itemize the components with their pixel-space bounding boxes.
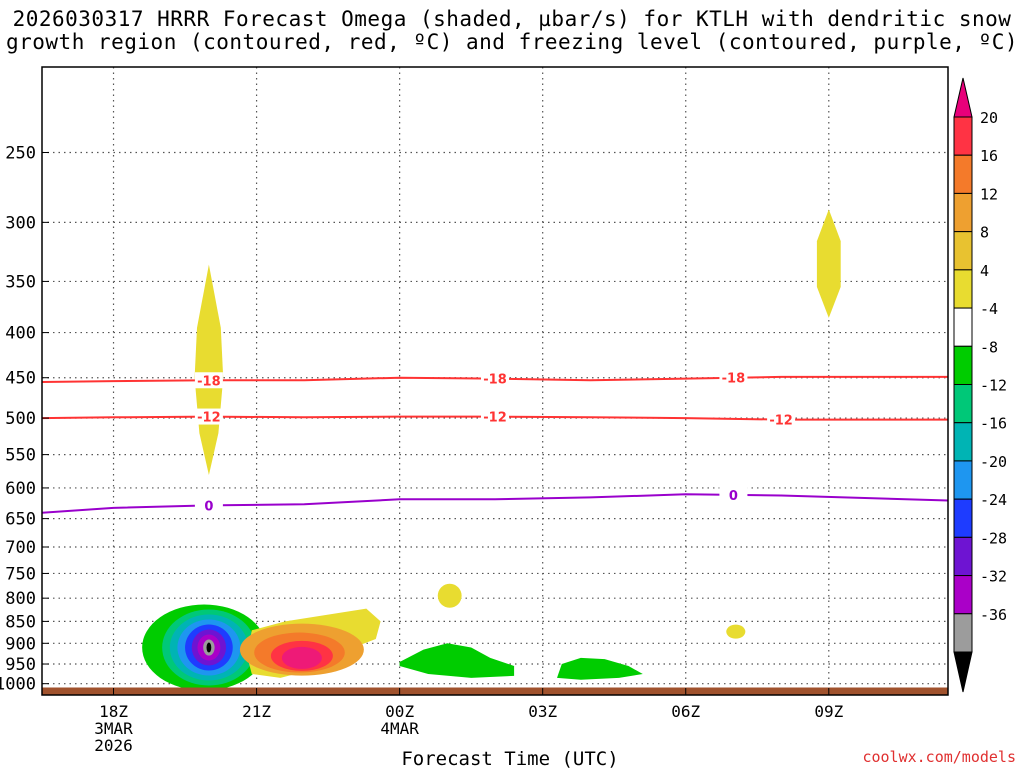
dendritic-minus18-label-bg-0: [194, 372, 223, 389]
colorbar-band-13: [953, 613, 973, 653]
y-tick-label-400: 400: [5, 324, 36, 344]
y-tick-label-950: 950: [5, 655, 36, 675]
colorbar-band-9: [953, 460, 973, 500]
y-tick-label-300: 300: [5, 213, 36, 233]
colorbar-label-9: -20: [980, 453, 1007, 471]
contour-lines: -18 -18 -18 -12 -12 -12 0 0: [42, 369, 948, 514]
freezing-level-0-label-bg-0: [194, 497, 223, 514]
colorbar-label-0: 20: [980, 109, 998, 127]
colorbar-band-7: [953, 384, 973, 424]
colorbar-band-11: [953, 536, 973, 577]
colorbar-label-5: -4: [980, 300, 998, 318]
colorbar-label-6: -8: [980, 338, 998, 356]
x-tick-label-18Z-0: 18Z: [99, 702, 128, 721]
y-tick-label-450: 450: [5, 369, 36, 389]
colorbar-label-3: 8: [980, 224, 989, 242]
colorbar-label-12: -32: [980, 568, 1007, 586]
y-tick-label-600: 600: [5, 479, 36, 499]
chart-title-line-1: 2026030317 HRRR Forecast Omega (shaded, …: [12, 7, 1012, 31]
x-tick-label-18Z-1: 3MAR: [94, 719, 133, 738]
colorbar-label-7: -12: [980, 377, 1007, 395]
y-tick-label-850: 850: [5, 612, 36, 632]
colorbar-band-3: [953, 231, 973, 271]
x-tick-label-00Z-0: 00Z: [385, 702, 414, 721]
colorbar-label-13: -36: [980, 606, 1007, 624]
dendritic-minus18-label-0: -18: [197, 374, 221, 389]
dendritic-minus12-line: [42, 415, 948, 421]
omega-cirrus-09z: [816, 209, 841, 318]
y-tick-label-550: 550: [5, 446, 36, 466]
x-tick-label-03Z-0: 03Z: [528, 702, 557, 721]
dendritic-minus18-label-bg-1: [481, 370, 509, 387]
ground-strip: [42, 687, 948, 695]
y-tick-label-800: 800: [5, 589, 36, 609]
y-tick-label-1000: 1000: [0, 675, 36, 695]
x-tick-label-21Z-0: 21Z: [242, 702, 271, 721]
chart-title-line-2: growth region (contoured, red, ºC) and f…: [5, 30, 1019, 54]
x-tick-label-00Z-1: 4MAR: [380, 719, 419, 738]
dendritic-minus12-label-bg-1: [481, 408, 509, 425]
omega-small-07z: [726, 624, 746, 639]
colorbar-label-4: 4: [980, 262, 989, 280]
chart-title: 2026030317 HRRR Forecast Omega (shaded, …: [0, 8, 1024, 54]
y-tick-label-750: 750: [5, 564, 36, 584]
dendritic-minus18-label-1: -18: [483, 373, 507, 388]
colorbar: 20 16 12 8 4 -4 -8 -12 -16 -20 -24 -28 -32 -36: [953, 77, 1007, 693]
colorbar-band-8: [953, 422, 973, 462]
plot-frame: [41, 66, 949, 696]
x-tick-label-09Z-0: 09Z: [814, 702, 843, 721]
colorbar-bottom-arrow: [953, 651, 973, 693]
colorbar-label-10: -24: [980, 491, 1007, 509]
colorbar-band-10: [953, 498, 973, 538]
colorbar-label-11: -28: [980, 529, 1007, 547]
dendritic-minus12-label-0: -12: [197, 411, 221, 426]
x-tick-label-06Z-0: 06Z: [671, 702, 700, 721]
omega-sink-magenta: [281, 646, 322, 669]
colorbar-band-6: [953, 345, 973, 385]
grid-lines: [42, 67, 948, 695]
colorbar-band-4: [953, 269, 973, 309]
freezing-level-0-label-0: 0: [204, 499, 213, 514]
omega-small-01z: [437, 583, 462, 608]
freezing-level-0-label-bg-1: [719, 486, 748, 503]
dendritic-minus12-label-1: -12: [483, 411, 507, 426]
y-axis: 2503003504004505005506006507007508008509…: [0, 143, 49, 695]
colorbar-band-5: [953, 307, 973, 347]
colorbar-band-2: [953, 192, 973, 233]
x-tick-label-18Z-2: 2026: [94, 736, 133, 755]
colorbar-band-12: [953, 575, 973, 615]
omega-core-black: [206, 642, 212, 653]
dendritic-minus18-label-bg-2: [719, 369, 748, 386]
y-tick-label-700: 700: [5, 538, 36, 558]
y-tick-label-650: 650: [5, 510, 36, 530]
x-axis-label: Forecast Time (UTC): [401, 748, 618, 768]
colorbar-label-1: 16: [980, 147, 998, 165]
y-tick-label-350: 350: [5, 272, 36, 292]
colorbar-label-2: 12: [980, 185, 998, 203]
y-tick-label-900: 900: [5, 634, 36, 654]
omega-shading: [42, 209, 948, 695]
source-credit[interactable]: coolwx.com/models: [862, 748, 1016, 766]
freezing-level-0-label-1: 0: [729, 489, 738, 504]
dendritic-minus12-label-bg-2: [767, 411, 796, 428]
omega-green-03z: [557, 657, 643, 680]
colorbar-band-1: [953, 154, 973, 194]
colorbar-label-8: -16: [980, 415, 1007, 433]
omega-green-00z: [399, 643, 515, 678]
dendritic-minus12-label-bg-0: [194, 408, 223, 425]
colorbar-top-arrow: [953, 77, 973, 118]
dendritic-minus18-label-2: -18: [722, 372, 746, 387]
colorbar-band-0: [953, 116, 973, 156]
y-tick-label-250: 250: [5, 143, 36, 163]
dendritic-minus12-label-2: -12: [769, 414, 793, 429]
y-tick-label-500: 500: [5, 409, 36, 429]
